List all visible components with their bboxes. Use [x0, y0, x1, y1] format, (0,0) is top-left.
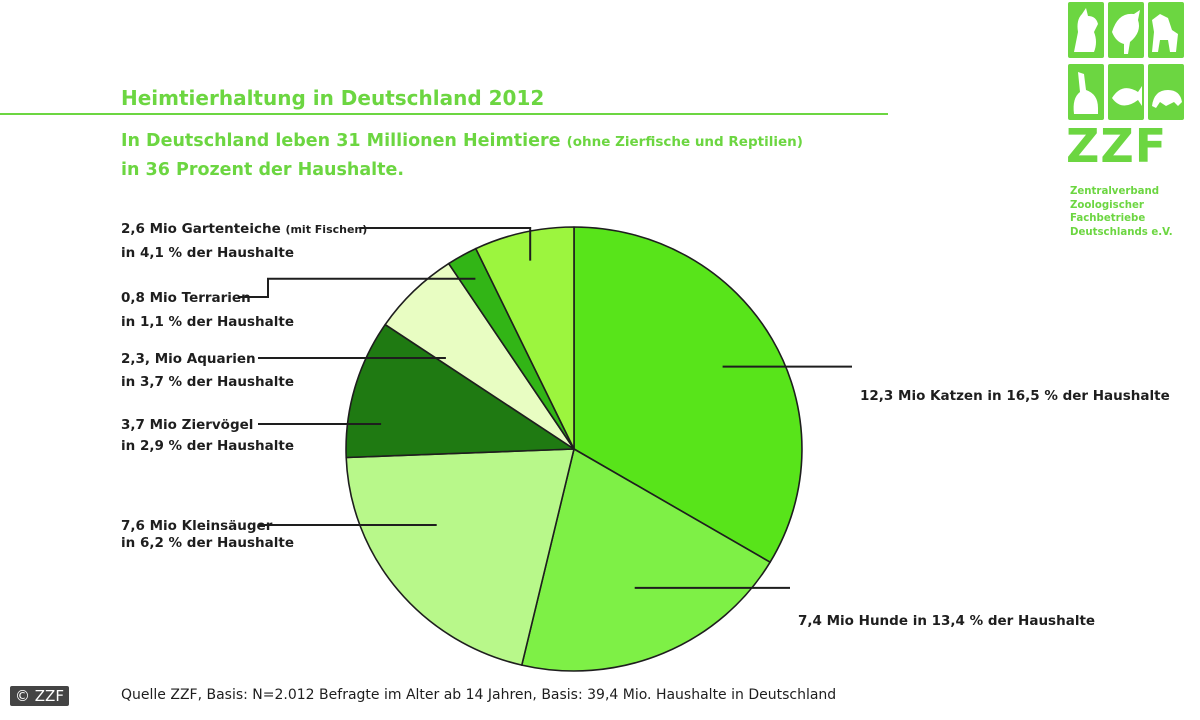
label-aquarien-line1: 2,3, Mio Aquarien — [121, 351, 256, 367]
label-kleinsuger-line2: in 6,2 % der Haushalte — [121, 535, 294, 551]
label-ziervgel-line1: 3,7 Mio Ziervögel — [121, 417, 253, 433]
label-kleinsuger-line1: 7,6 Mio Kleinsäuger — [121, 518, 273, 534]
slice-katzen — [573, 226, 803, 563]
label-kleinsuger: 7,6 Mio Kleinsäuger — [121, 518, 273, 534]
subtitle-line2: in 36 Prozent der Haushalte. — [121, 160, 405, 180]
label-gartenteiche-line2: in 4,1 % der Haushalte — [121, 245, 294, 261]
logo-wordmark: ZZF — [1066, 119, 1168, 173]
logo-animal-icons — [1068, 2, 1184, 120]
logo-subtitle: Zentralverband Zoologischer Fachbetriebe… — [1070, 185, 1173, 239]
label-hunde: 7,4 Mio Hunde in 13,4 % der Haushalte — [798, 613, 1095, 629]
label-terrarien-line2: in 1,1 % der Haushalte — [121, 314, 294, 330]
pie-slices — [345, 226, 803, 672]
label-aquarien-line2: in 3,7 % der Haushalte — [121, 374, 294, 390]
copyright-badge: © ZZF — [10, 686, 69, 706]
logo-line-3: Fachbetriebe — [1070, 213, 1146, 224]
label-katzen-line1: 12,3 Mio Katzen in 16,5 % der Haushalte — [860, 388, 1170, 404]
slice-gartenteiche — [475, 226, 575, 450]
label-terrarien-line1: 0,8 Mio Terrarien — [121, 290, 251, 306]
chart-title: Heimtierhaltung in Deutschland 2012 — [121, 86, 545, 110]
slice-labels: 12,3 Mio Katzen in 16,5 % der Haushalte 7… — [121, 221, 1170, 629]
leader-gartenteiche — [360, 227, 532, 261]
chart-subtitle: In Deutschland leben 31 Millionen Heimti… — [121, 127, 803, 184]
subtitle-main: In Deutschland leben 31 Millionen Heimti… — [121, 131, 561, 151]
label-gartenteiche-line1: 2,6 Mio Gartenteiche — [121, 221, 281, 237]
leader-lines — [238, 227, 852, 589]
label-katzen: 12,3 Mio Katzen in 16,5 % der Haushalte — [860, 388, 1170, 404]
label-terrarien: 0,8 Mio Terrarien — [121, 290, 251, 306]
label-gartenteiche: 2,6 Mio Gartenteiche (mit Fischen) — [121, 221, 367, 237]
slice-kleinsuger — [345, 448, 575, 666]
label-aquarien: 2,3, Mio Aquarien — [121, 351, 256, 367]
logo-line-1: Zentralverband — [1070, 186, 1160, 197]
logo-line-2: Zoologischer — [1070, 199, 1144, 211]
label-gartenteiche-note: (mit Fischen) — [285, 223, 367, 236]
title-underline — [0, 113, 888, 115]
label-hunde-line1: 7,4 Mio Hunde in 13,4 % der Haushalte — [798, 613, 1095, 629]
zzf-logo: ZZF Zentralverband Zoologischer Fachbetr… — [1066, 2, 1186, 252]
leader-terrarien — [238, 277, 476, 298]
label-ziervgel: 3,7 Mio Ziervögel — [121, 417, 253, 433]
label-ziervgel-line2: in 2,9 % der Haushalte — [121, 438, 294, 454]
logo-line-4: Deutschlands e.V. — [1070, 226, 1173, 238]
subtitle-note: (ohne Zierfische und Reptilien) — [566, 134, 803, 150]
source-note: Quelle ZZF, Basis: N=2.012 Befragte im A… — [121, 687, 837, 703]
